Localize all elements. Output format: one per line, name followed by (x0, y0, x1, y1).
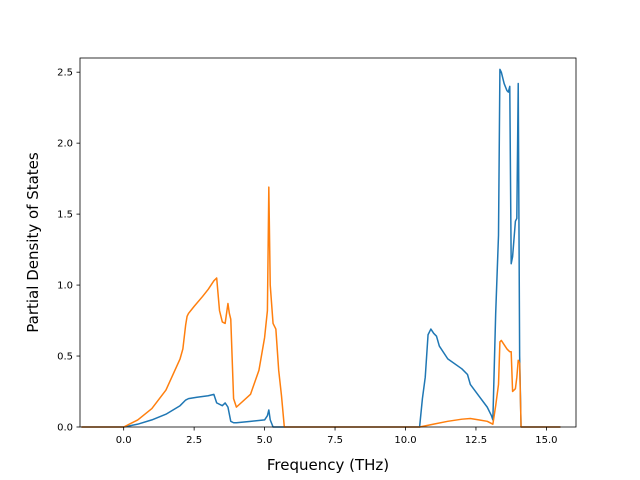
x-tick-label: 15.0 (535, 435, 557, 446)
y-axis-ticks: 0.0 0.5 1.0 1.5 2.0 2.5 (57, 68, 80, 434)
y-tick-label: 2.0 (57, 139, 73, 150)
y-tick-label: 0.5 (57, 352, 73, 363)
series-1-line (81, 68, 561, 428)
x-axis-ticks: 0.0 2.5 5.0 7.5 10.0 12.5 15.0 (116, 427, 558, 446)
x-tick-label: 12.5 (465, 435, 487, 446)
x-axis-label: Frequency (THz) (267, 456, 389, 474)
series-layer (81, 68, 561, 428)
y-tick-label: 2.5 (57, 68, 73, 79)
y-tick-label: 1.0 (57, 281, 73, 292)
x-tick-label: 7.5 (327, 435, 343, 446)
x-tick-label: 10.0 (394, 435, 416, 446)
x-tick-label: 2.5 (186, 435, 202, 446)
y-tick-label: 1.5 (57, 210, 73, 221)
series-2-line (81, 186, 561, 428)
y-tick-label: 0.0 (57, 423, 73, 434)
y-axis-label: Partial Density of States (24, 152, 42, 333)
axes-frame (79, 57, 577, 428)
x-tick-label: 0.0 (116, 435, 132, 446)
x-tick-label: 5.0 (257, 435, 273, 446)
plot-area (79, 57, 577, 428)
